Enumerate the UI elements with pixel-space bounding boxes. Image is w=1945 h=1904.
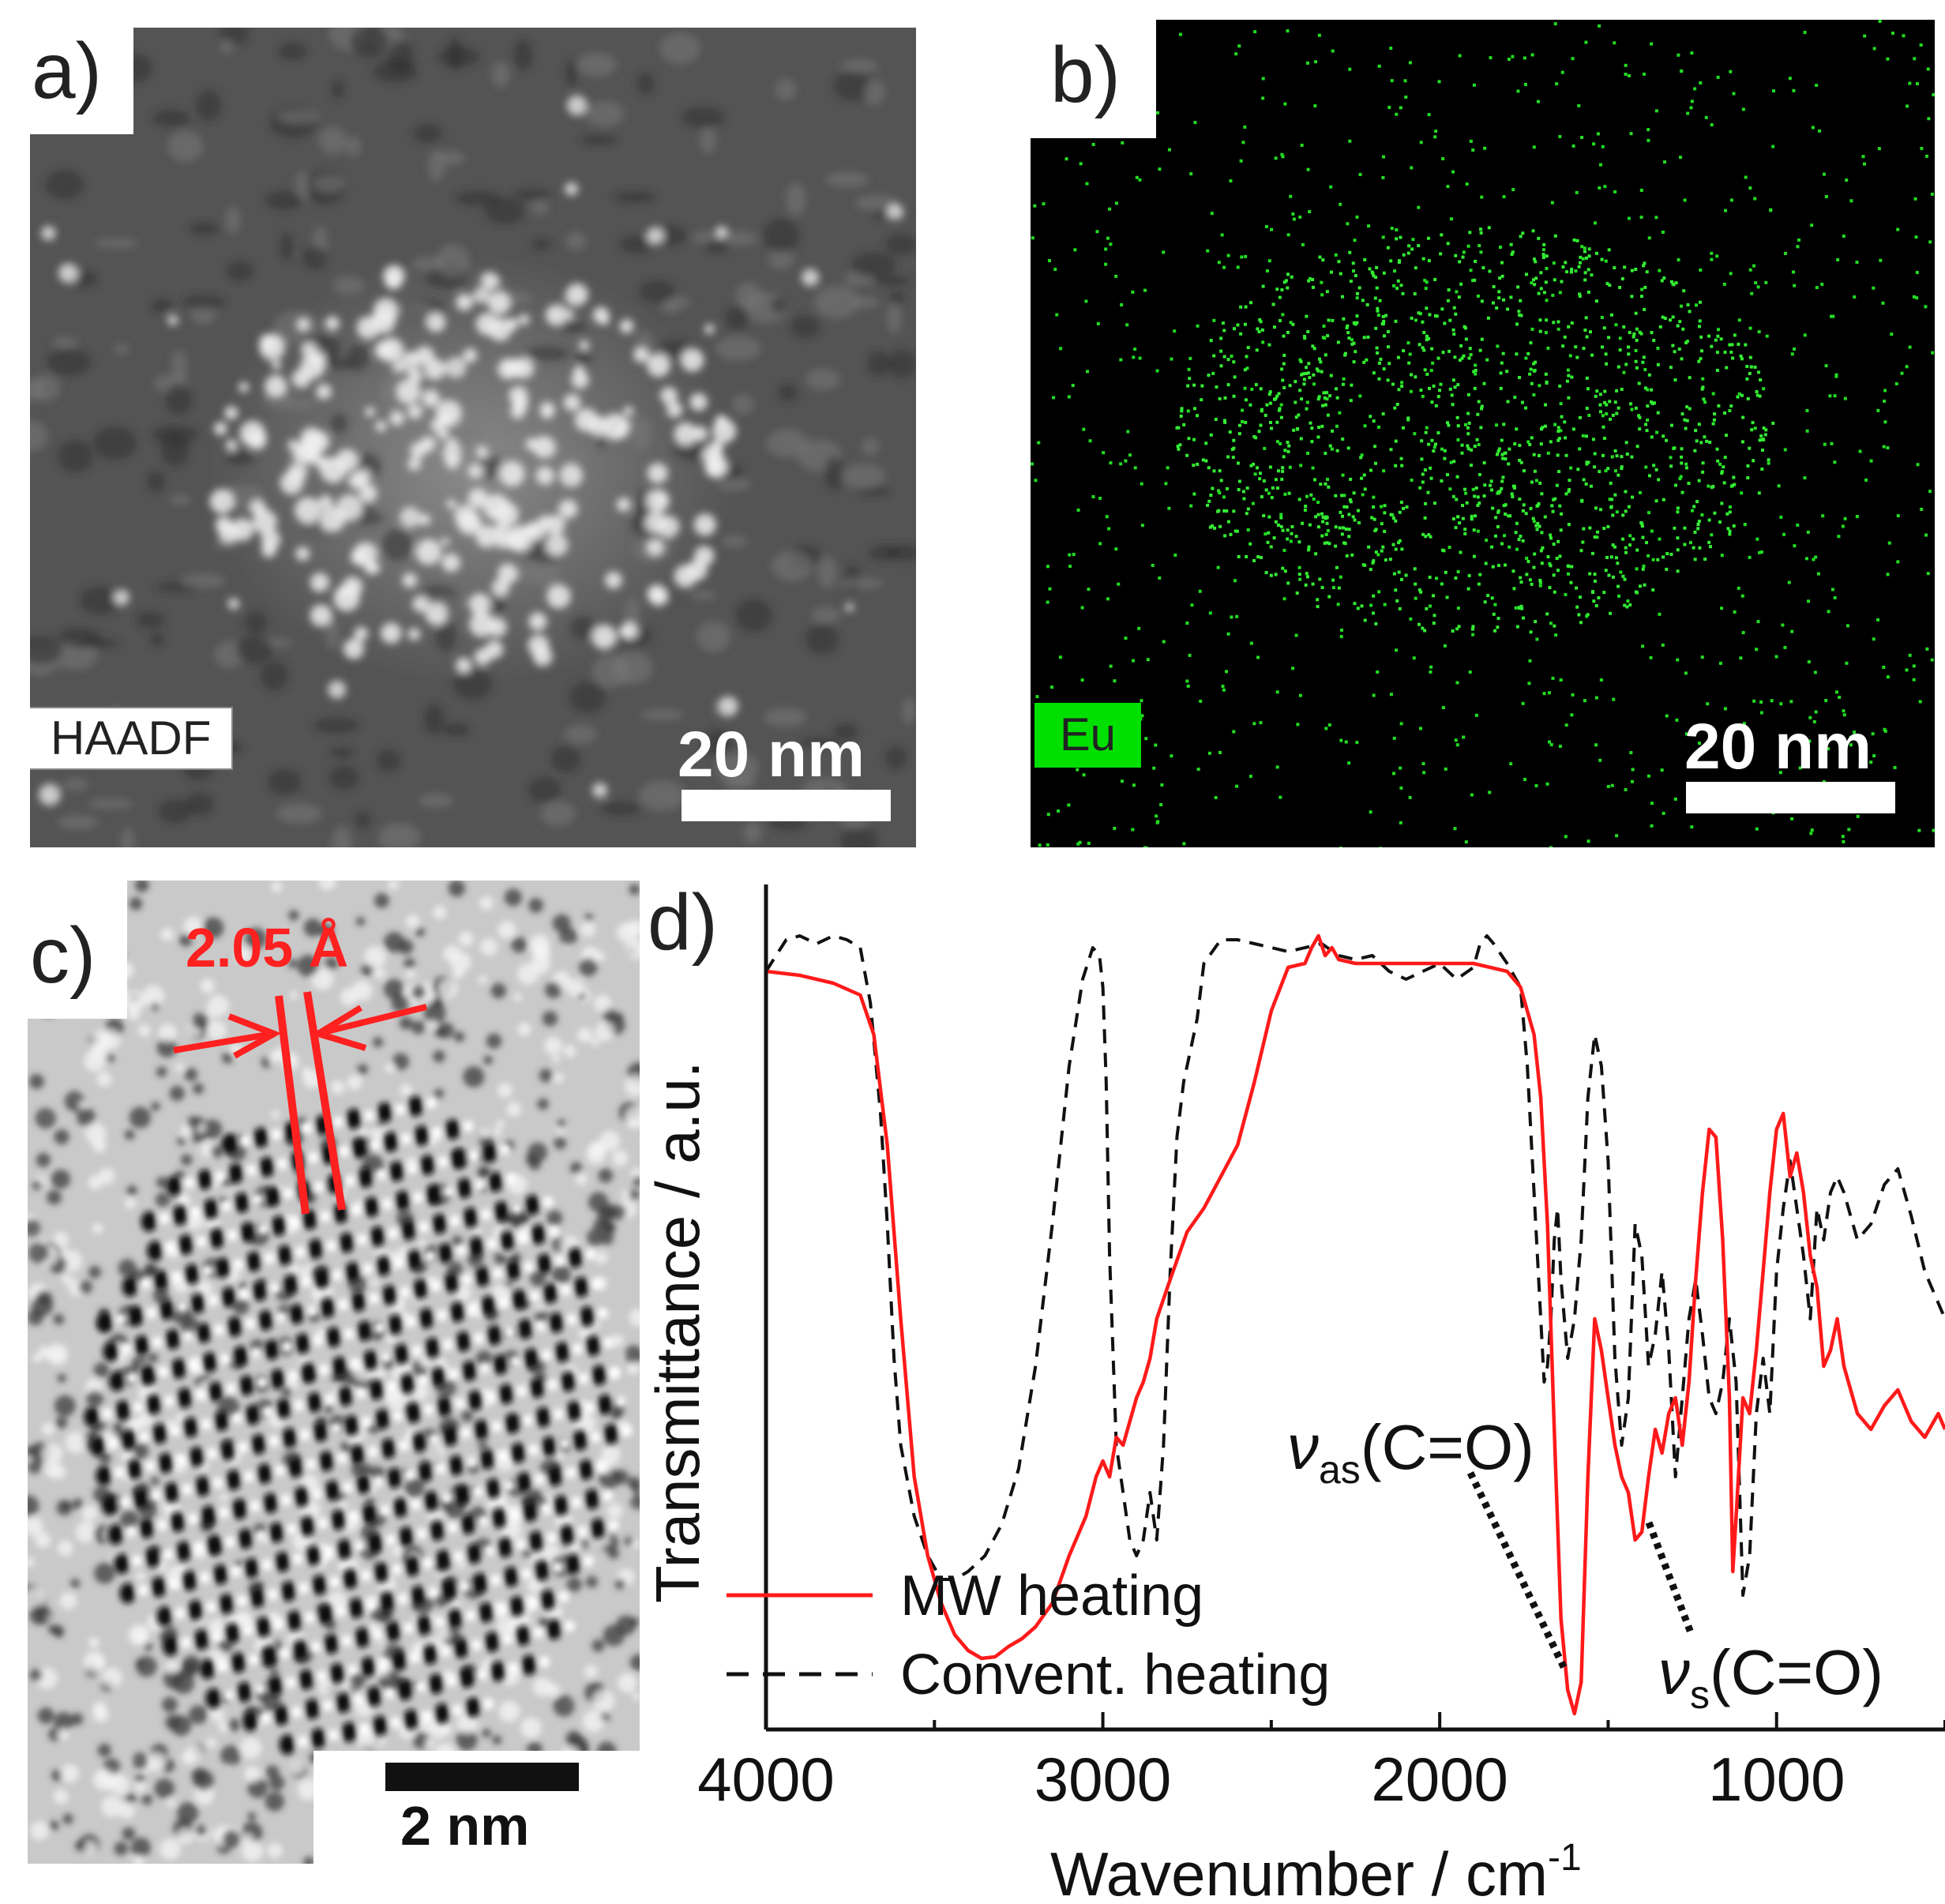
lattice-spacing-label: 2.05 Å (186, 917, 349, 978)
panel-b-scalebar (1686, 782, 1895, 813)
hrtem-micrograph (28, 881, 640, 1864)
annotation-leader-asym (1466, 1471, 1569, 1672)
series-line-convent-heating (764, 934, 1945, 1597)
panel-c-letter: c) (28, 881, 128, 1019)
panel-d-letter: d) (648, 878, 718, 967)
panel-c-scalebar-box: 2 nm (314, 1751, 640, 1864)
panel-b-letter: b) (1031, 20, 1156, 138)
arrow-right-shaft (323, 1004, 427, 1035)
panel-b-eu-map: b) Eu 20 nm (1031, 20, 1935, 847)
annotation-sym-sub: s (1690, 1673, 1710, 1717)
haadf-micrograph (30, 28, 916, 847)
eu-elemental-map (1031, 20, 1935, 847)
panel-d-ir-chart: 4000 3000 2000 1000 νas(C=O) νs(C=O) MW hea… (640, 877, 1945, 1904)
annotation-asym-rest: (C=O) (1361, 1412, 1534, 1482)
eu-tag: Eu (1034, 703, 1141, 768)
x-tick-label-2000: 2000 (1371, 1744, 1508, 1814)
lattice-line-1 (275, 995, 310, 1215)
annotation-asym-sub: as (1319, 1448, 1361, 1492)
annotation-sym-nu: ν (1658, 1637, 1690, 1707)
haadf-tag: HAADF (30, 707, 234, 770)
lattice-line-2 (303, 991, 346, 1211)
arrow-left-head (227, 1013, 282, 1059)
panel-c-hrtem-image: c) 2.05 Å 2 nm (28, 881, 640, 1864)
arrow-left-shaft (173, 1031, 269, 1053)
panel-c-scalebar (385, 1763, 579, 1791)
x-tick-label-4000: 4000 (697, 1744, 835, 1814)
annotation-sym-rest: (C=O) (1710, 1637, 1883, 1707)
y-axis-label: Transmittance / a.u. (643, 1061, 712, 1603)
panel-a-letter: a) (30, 28, 133, 134)
panel-a-haadf-image: a) HAADF 20 nm (30, 28, 916, 847)
x-tick-label-1000: 1000 (1708, 1744, 1845, 1814)
x-axis-label-main: Wavenumber / cm (1050, 1839, 1548, 1904)
panel-c-scalebar-label: 2 nm (400, 1795, 530, 1857)
panel-a-scalebar-label: 20 nm (678, 719, 865, 791)
panel-a-scalebar (682, 790, 891, 821)
legend-label-conv: Convent. heating (900, 1643, 1330, 1707)
arrow-right-head (310, 1005, 367, 1051)
x-axis-label-sup: -1 (1548, 1837, 1582, 1879)
x-axis-label: Wavenumber / cm-1 (1050, 1837, 1582, 1904)
x-tick-label-3000: 3000 (1034, 1744, 1172, 1814)
annotation-asym-nu: ν (1287, 1412, 1319, 1482)
series-line-mw-heating (765, 933, 1945, 1716)
legend-label-mw: MW heating (900, 1564, 1203, 1628)
ir-spectrum-plot: 4000 3000 2000 1000 νas(C=O) νs(C=O) MW hea… (643, 884, 1945, 1904)
annotation-sym: νs(C=O) (1658, 1637, 1883, 1717)
annotation-asym: νas(C=O) (1287, 1412, 1534, 1492)
panel-b-scalebar-label: 20 nm (1684, 711, 1872, 783)
annotation-leader-sym (1645, 1521, 1695, 1636)
